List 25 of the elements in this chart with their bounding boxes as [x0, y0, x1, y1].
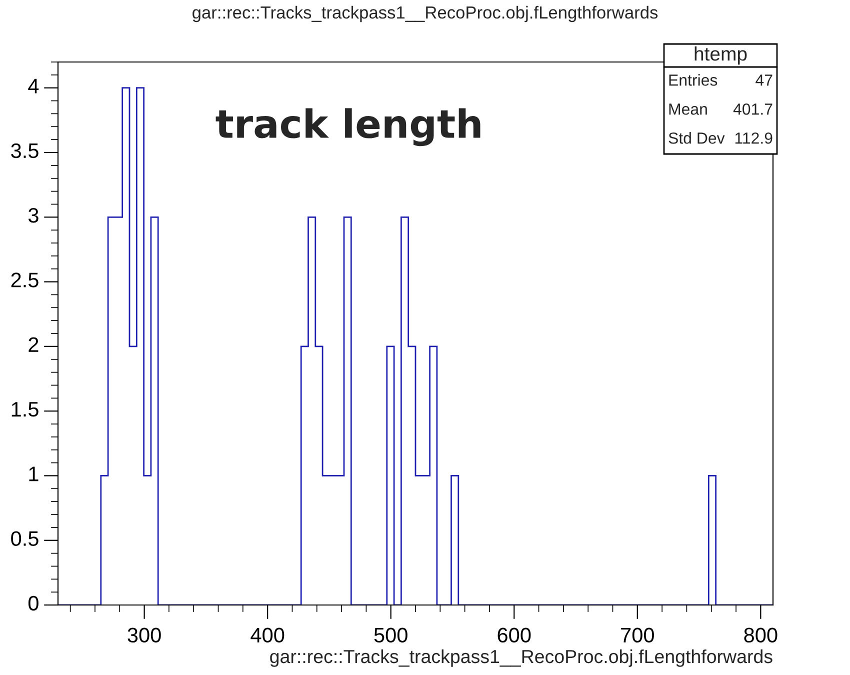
x-axis-title: gar::rec::Tracks_trackpass1__RecoProc.obj.fLengthforwards [270, 649, 772, 667]
annotation: track length [216, 108, 480, 146]
annotation: htemp [694, 46, 747, 65]
x-tick-label: 300 [128, 628, 161, 643]
x-tick-label: 600 [498, 628, 531, 643]
x-tick-label: 700 [621, 628, 654, 643]
y-tick-label: 2.5 [11, 272, 38, 288]
y-tick-label: 3.5 [11, 143, 38, 158]
y-tick-label: 3 [28, 208, 38, 223]
annotation: Entries [669, 74, 718, 86]
y-tick-label: 1 [29, 466, 38, 482]
x-tick-label: 800 [744, 628, 778, 643]
annotation: Std Dev [668, 132, 725, 144]
y-tick-label: 0 [28, 596, 38, 611]
x-tick-label: 500 [374, 628, 408, 643]
y-tick-label: 4 [28, 78, 39, 94]
x-tick-label: 400 [250, 628, 284, 643]
y-tick-label: 2 [28, 337, 38, 352]
annotation: 112.9 [735, 132, 772, 144]
chart-title: gar::rec::Tracks_trackpass1__RecoProc.obj.fLengthforwards [192, 6, 658, 22]
annotation: 47 [756, 74, 772, 86]
y-tick-label: 1.5 [12, 402, 38, 417]
annotation: Mean [669, 104, 707, 115]
y-tick-label: 0.5 [11, 531, 38, 546]
annotation: 401.7 [733, 103, 772, 115]
